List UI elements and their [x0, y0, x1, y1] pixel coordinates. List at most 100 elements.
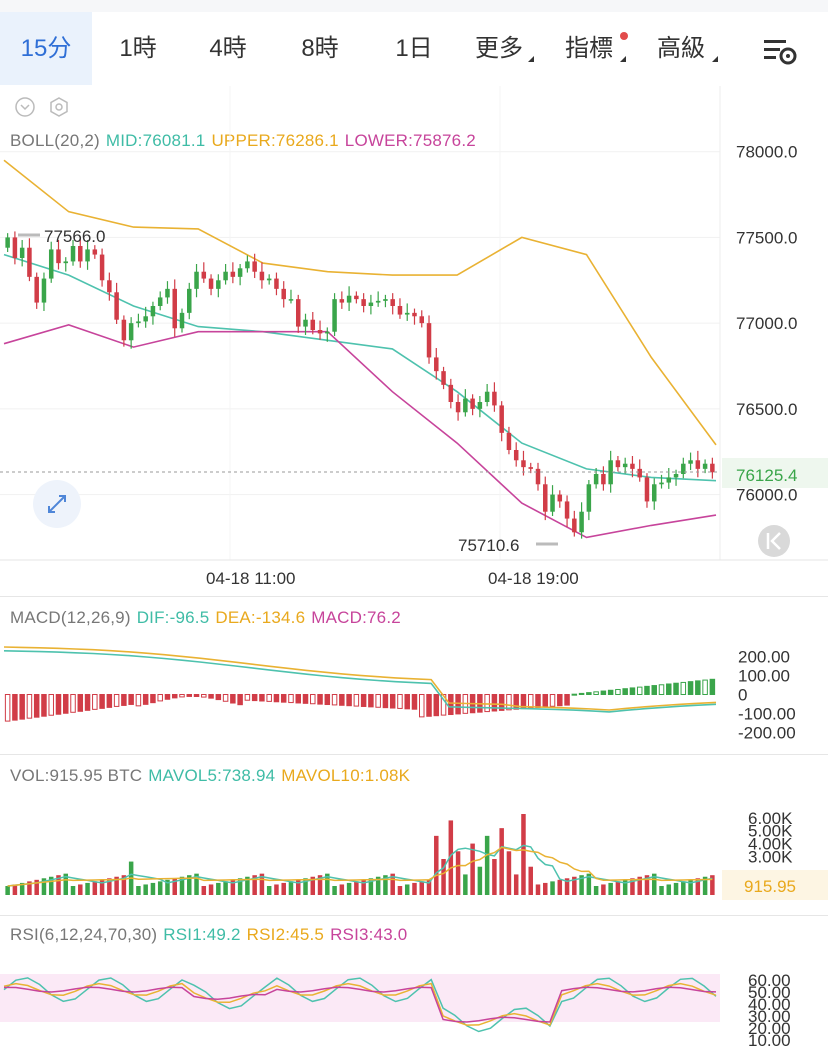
toolbar-top-strip	[0, 0, 828, 12]
macd-bar	[448, 694, 454, 716]
candle-body	[513, 450, 519, 461]
volume-bar	[477, 866, 483, 895]
macd-bar	[433, 694, 440, 717]
tab-indicators[interactable]: 指標	[565, 35, 613, 62]
macd-bar	[266, 694, 272, 702]
expand-icon[interactable]	[33, 480, 81, 528]
high-marker-label: 77566.0	[44, 227, 105, 246]
volume-bar	[288, 881, 294, 895]
chart-settings-icon[interactable]	[760, 34, 800, 70]
candle-body	[361, 299, 366, 306]
candle-body	[470, 398, 475, 409]
macd-bar	[419, 694, 425, 718]
volume-bar	[223, 881, 228, 895]
macd-bar	[12, 694, 18, 721]
macd-bar	[695, 680, 701, 696]
volume-bar	[354, 881, 359, 895]
boll-upper-line	[3, 159, 717, 446]
candle-body	[404, 312, 410, 315]
candle-body	[419, 316, 425, 324]
volume-bar	[361, 879, 366, 895]
rsi2-label: RSI2:45.5	[246, 925, 325, 944]
volume-bar	[673, 882, 679, 895]
macd-y-tick: -200.00	[738, 724, 796, 743]
volume-current-box	[722, 870, 828, 900]
candle-body	[528, 467, 533, 469]
macd-bar	[259, 694, 265, 702]
macd-bar	[317, 694, 323, 705]
volume-bar	[143, 884, 148, 895]
candle-body	[303, 319, 308, 327]
macd-bar	[55, 694, 62, 715]
tab-8h[interactable]: 8時	[301, 35, 339, 62]
volume-bar	[172, 878, 177, 895]
macd-bar	[193, 694, 200, 697]
macd-bar	[4, 694, 11, 722]
tab-4h[interactable]: 4時	[209, 35, 247, 62]
candle-body	[550, 494, 555, 512]
divider-macd	[0, 596, 828, 597]
candle-body	[572, 518, 577, 533]
volume-bar	[266, 886, 272, 895]
volume-bar	[688, 879, 693, 895]
volume-bar	[543, 882, 548, 895]
panel-settings-icon[interactable]	[50, 97, 68, 117]
macd-bar	[353, 694, 360, 707]
tab-1h[interactable]: 1時	[119, 35, 157, 62]
macd-histogram	[4, 678, 716, 722]
volume-bar	[310, 876, 316, 895]
volume-bar	[499, 828, 504, 895]
volume-bar	[659, 886, 664, 895]
vol-title: VOL:915.95 BTC	[10, 766, 143, 785]
rsi-y-tick: 30.00	[748, 1007, 791, 1026]
divider-rsi	[0, 915, 828, 916]
macd-bar	[644, 685, 650, 696]
macd-bar	[666, 683, 672, 695]
tab-1d[interactable]: 1日	[395, 35, 433, 62]
candlestick-chart[interactable]: 78000.0 77500.0 77000.0 76500.0 76000.0 7756…	[0, 86, 828, 596]
candle-body	[27, 247, 32, 277]
volume-bar	[550, 881, 555, 895]
candle-body	[499, 405, 504, 433]
jump-to-latest-icon[interactable]	[758, 525, 790, 557]
volume-bar	[99, 879, 105, 895]
volume-bar	[252, 875, 257, 895]
volume-bar	[637, 876, 642, 895]
macd-legend: MACD(12,26,9) DIF:-96.5 DEA:-134.6 MACD:76.…	[10, 608, 407, 628]
volume-bar	[56, 875, 61, 895]
macd-bar	[411, 694, 418, 710]
macd-bar	[702, 679, 708, 695]
volume-bar	[259, 873, 265, 895]
macd-bar	[506, 694, 512, 711]
tab-more[interactable]: 更多	[475, 35, 523, 62]
macd-y-tick: -100.00	[738, 705, 796, 724]
rsi1-label: RSI1:49.2	[163, 925, 241, 944]
advanced-dropdown-icon	[712, 56, 718, 62]
collapse-icon[interactable]	[15, 97, 35, 117]
volume-bar	[78, 884, 83, 895]
candle-body	[121, 319, 127, 341]
rsi-lines	[3, 977, 717, 1033]
main-panel-controls	[15, 97, 68, 117]
mavol10-label: MAVOL10:1.08K	[281, 766, 411, 785]
candle-body	[310, 319, 316, 330]
volume-bar	[630, 878, 635, 895]
volume-bar	[463, 874, 468, 895]
macd-bar	[375, 694, 381, 708]
boll-legend: BOLL(20,2) MID:76081.1 UPPER:76286.1 LOWER:…	[10, 131, 482, 151]
tab-15m[interactable]: 15分	[0, 12, 92, 85]
volume-bar	[19, 882, 25, 895]
macd-bar	[70, 694, 76, 713]
rsi-title: RSI(6,12,24,70,30)	[10, 925, 158, 944]
candle-body	[412, 312, 417, 317]
volume-bar	[317, 875, 323, 895]
candle-body	[70, 246, 76, 262]
candle-body	[702, 463, 708, 469]
volume-bar	[528, 866, 533, 895]
tab-advanced[interactable]: 高級	[657, 35, 705, 62]
volume-bar	[114, 876, 119, 895]
candle-body	[659, 482, 664, 485]
